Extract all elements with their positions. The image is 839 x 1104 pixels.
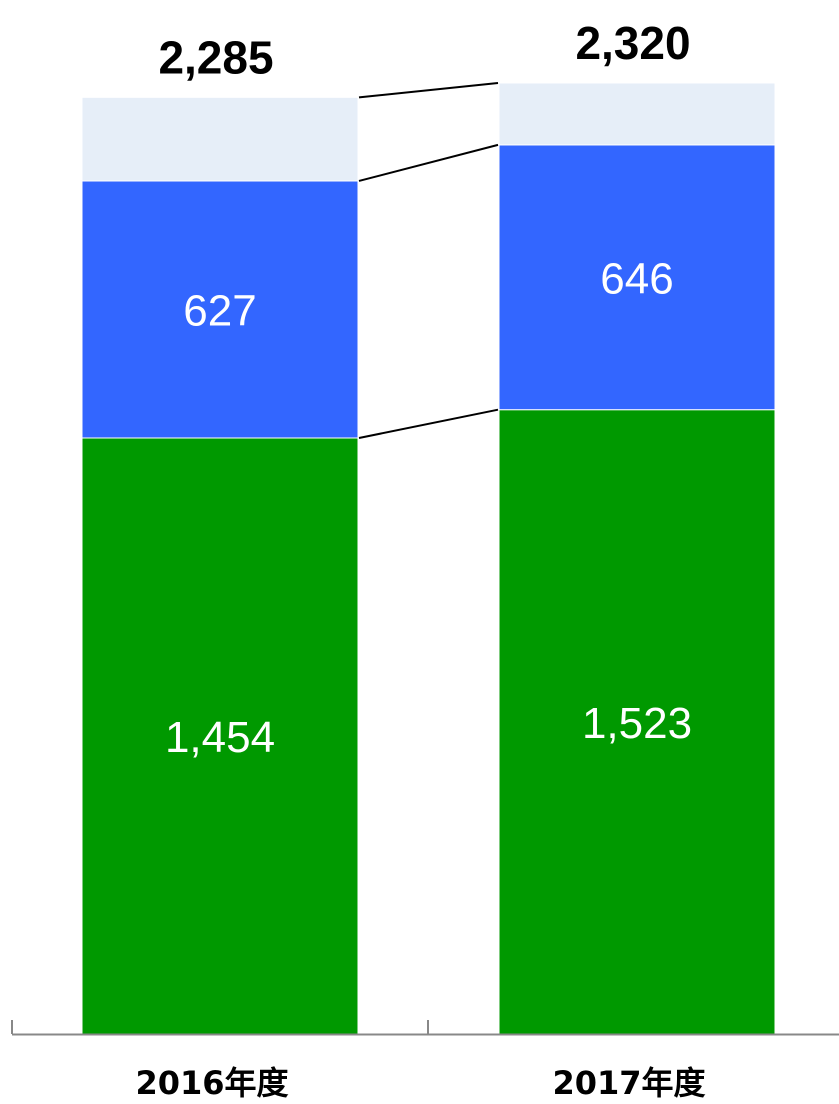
bar-segments: [82, 83, 775, 1034]
connector-lines: [359, 83, 498, 438]
bar-segment-2-3: [499, 83, 775, 145]
category-labels: 2016年度 2017年度: [135, 1064, 705, 1102]
segment-value-label: 627: [183, 286, 256, 335]
segment-value-label: 1,523: [582, 699, 692, 748]
bar-segment-1-3: [82, 97, 358, 181]
category-label: 2017年度: [552, 1064, 705, 1102]
connector-line: [359, 83, 498, 97]
connector-line: [359, 410, 498, 438]
segment-value-label: 1,454: [165, 713, 275, 762]
total-labels: 2,285 2,320: [158, 17, 690, 83]
category-label: 2016年度: [135, 1064, 288, 1102]
total-value-label: 2,285: [158, 31, 273, 83]
total-value-label: 2,320: [575, 17, 690, 69]
connector-line: [359, 145, 498, 181]
segment-value-label: 646: [600, 254, 673, 303]
